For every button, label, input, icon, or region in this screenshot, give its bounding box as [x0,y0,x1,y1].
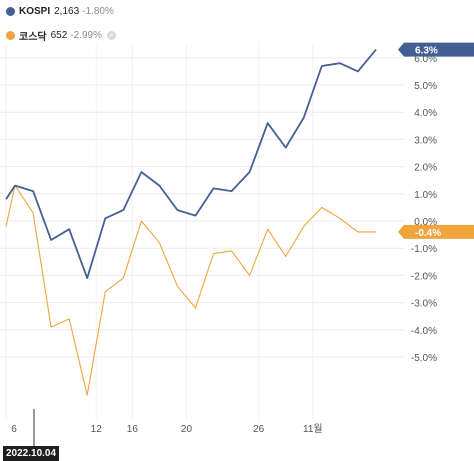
y-tick-label: 5.0% [414,81,437,92]
y-axis-ticks: 6.0%5.0%4.0%3.0%2.0%1.0%0.0%-1.0%-2.0%-3… [411,54,437,364]
y-tick-label: 4.0% [414,108,437,119]
y-tick-label: -4.0% [411,326,437,337]
y-tick-label: -1.0% [411,244,437,255]
legend-change: -1.80% [82,6,114,17]
legend-value: 2,163 [54,6,79,17]
x-axis-ticks: 6 12 16 20 26 11월 [11,409,322,446]
legend-kospi[interactable]: KOSPI 2,163 -1.80% [6,6,114,17]
y-tick-label: 3.0% [414,135,437,146]
last-value-label: -0.4% [415,228,441,239]
y-tick-label: 1.0% [414,190,437,201]
legend-value: 652 [51,30,68,41]
legend-kosdaq[interactable]: 코스닥 652 -2.99% × [6,28,116,43]
series-lines [6,50,376,396]
legend-name: KOSPI [19,6,50,17]
gridlines [0,44,404,420]
date-badge: 2022.10.04 [3,446,59,461]
kosdaq-color-dot [6,31,15,40]
close-icon[interactable]: × [107,31,116,40]
series-line-kosdaq [6,186,376,396]
x-tick-label: 11월 [303,423,323,435]
x-tick-label: 26 [253,424,265,435]
y-tick-label: -5.0% [411,353,437,364]
x-tick-label: 6 [11,424,17,435]
series-line-kospi [6,50,376,279]
last-value-label: 6.3% [415,46,438,57]
y-tick-label: 2.0% [414,163,437,174]
legend-name: 코스닥 [19,28,47,43]
legend-change: -2.99% [70,30,102,41]
x-tick-label: 16 [127,424,139,435]
y-tick-label: -2.0% [411,271,437,282]
x-tick-label: 12 [91,424,103,435]
x-tick-label: 20 [181,424,193,435]
kospi-color-dot [6,7,15,16]
y-tick-label: -3.0% [411,299,437,310]
